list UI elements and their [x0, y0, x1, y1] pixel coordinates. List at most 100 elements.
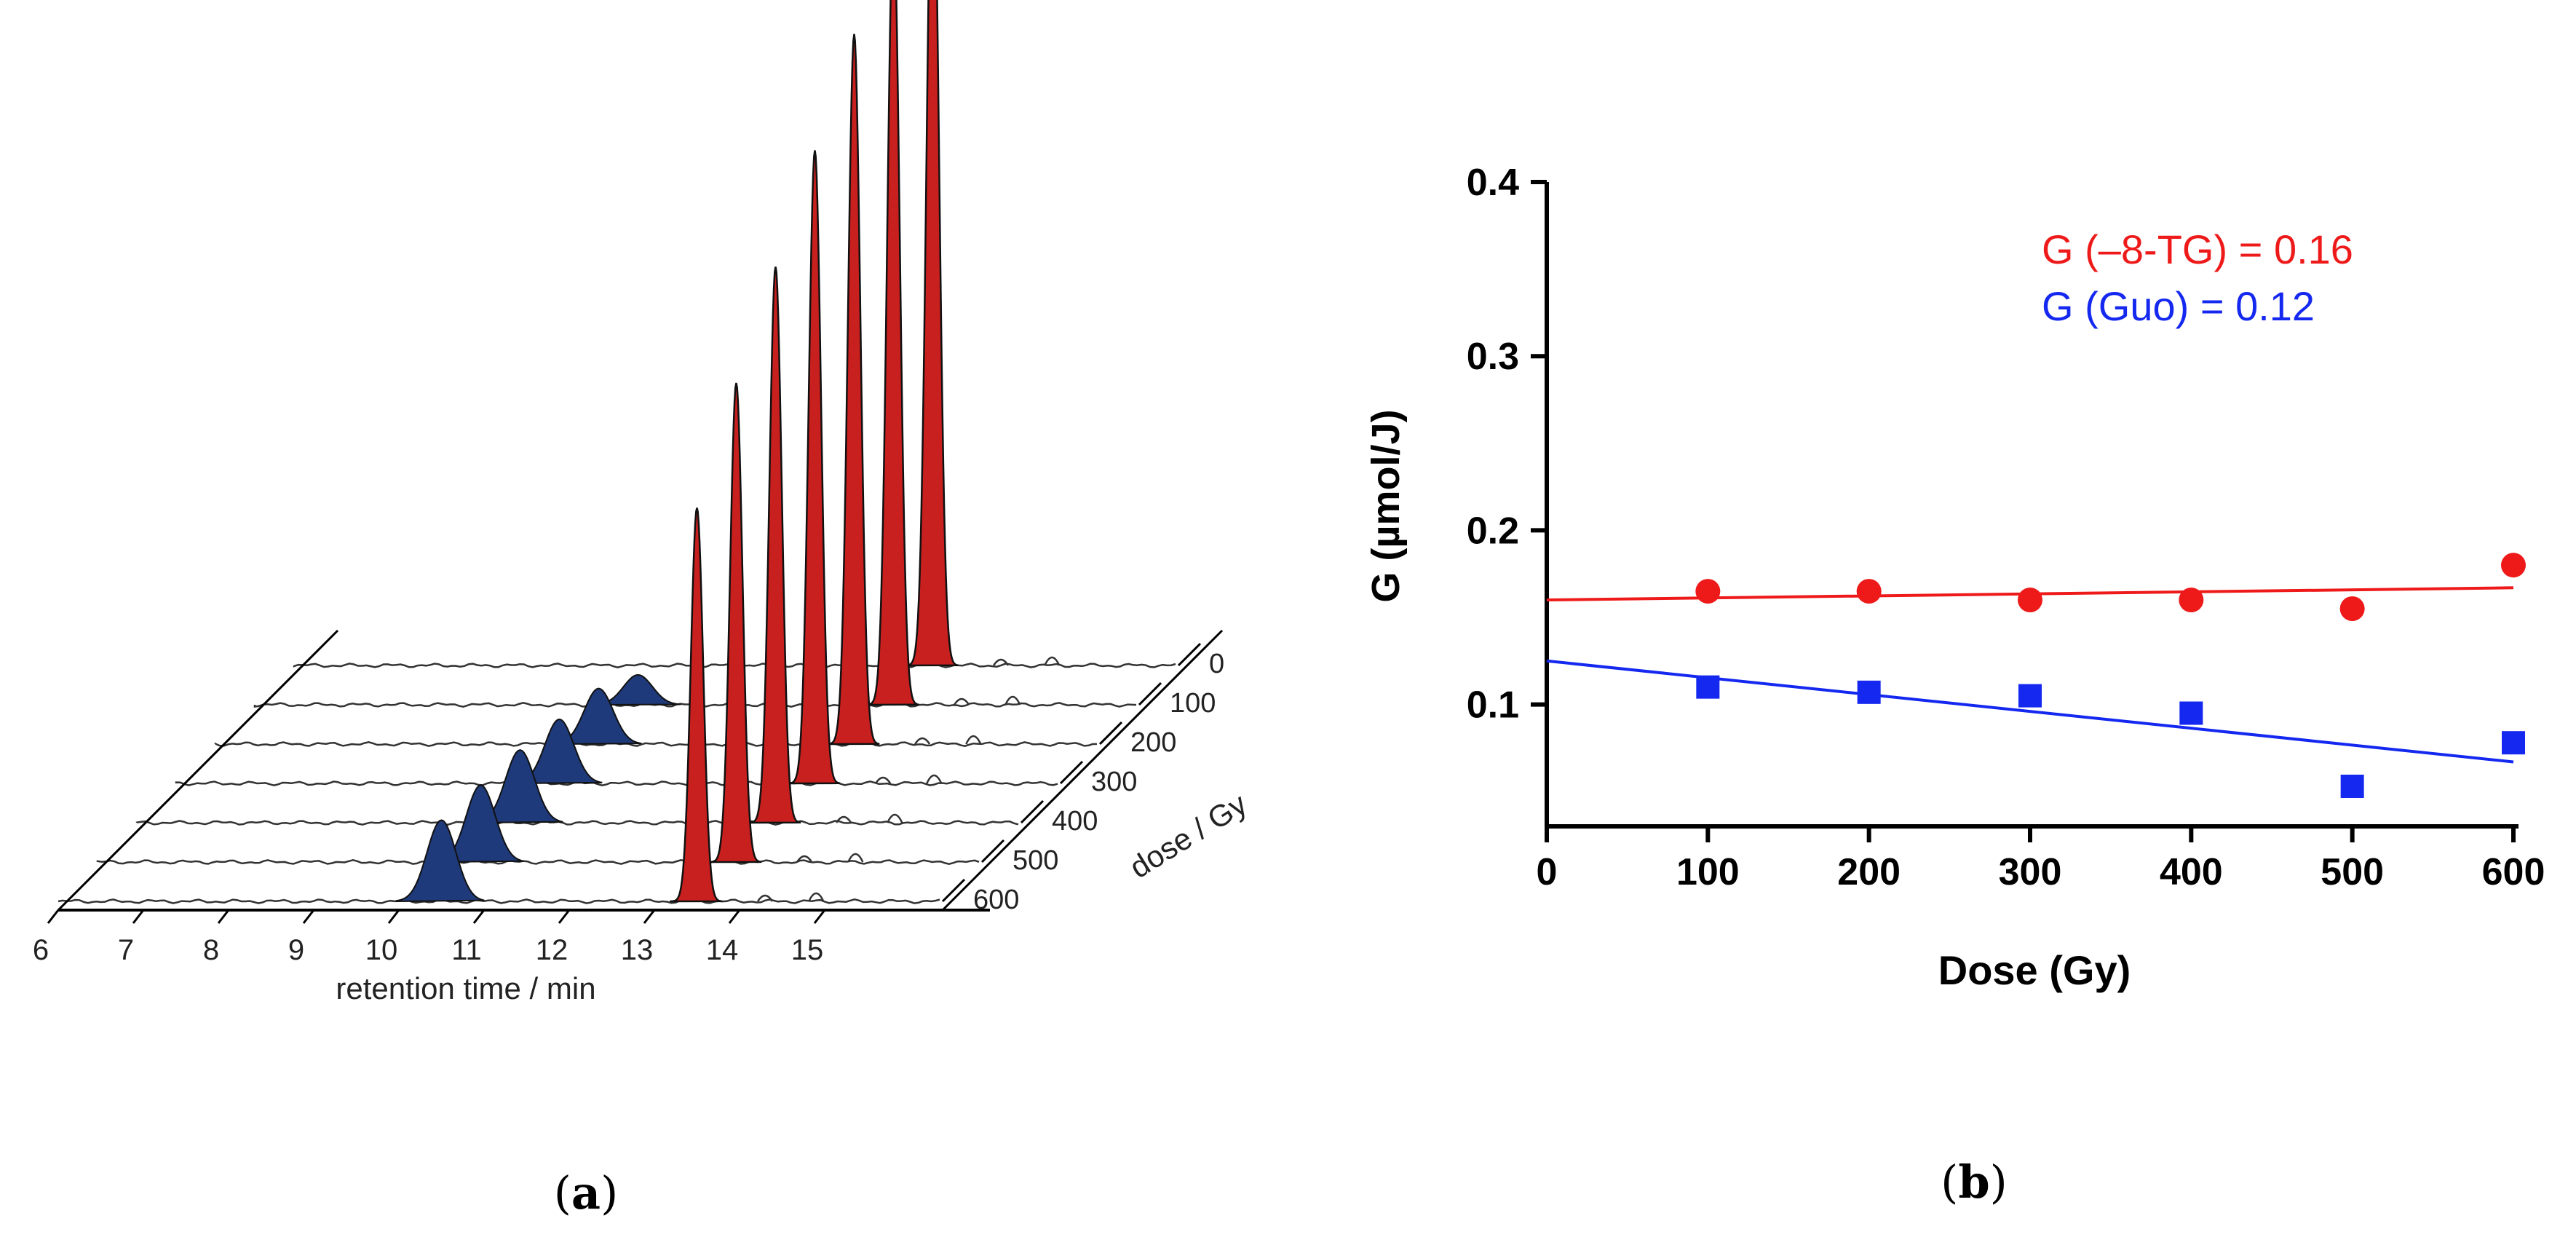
fit-lines	[1546, 586, 2514, 764]
tg-peak	[905, 0, 959, 667]
guo-peak	[395, 819, 485, 903]
x-tick-label: 300	[1999, 851, 2062, 893]
dose-tick-label: 400	[1052, 806, 1098, 837]
x-tick	[643, 909, 656, 924]
x-tick	[387, 909, 400, 924]
dose-tick-label: 500	[1012, 845, 1058, 876]
trace-baseline	[175, 780, 1058, 786]
point-guo	[2018, 684, 2042, 708]
dose-tick	[941, 878, 966, 903]
trace-dose-400	[135, 266, 1019, 826]
dose-tick-label: 300	[1091, 767, 1137, 797]
dose-tick	[1098, 721, 1123, 746]
x-tick-label: 200	[1837, 851, 1901, 893]
x-tick-label: 500	[2321, 851, 2384, 893]
dose-tick	[980, 839, 1005, 863]
x-tick-label: 100	[1676, 851, 1740, 893]
minor-peak	[847, 853, 864, 863]
x-tick-label: 6	[33, 934, 49, 966]
panel-letter-b: b	[1958, 1155, 1989, 1209]
point-tg	[2179, 588, 2204, 613]
minor-peak	[836, 815, 852, 823]
point-guo	[2179, 701, 2203, 725]
y-axis-label: G (µmol/J)	[1364, 409, 1408, 602]
x-tick	[472, 909, 486, 924]
tg-peak	[748, 266, 801, 824]
trace-baseline	[96, 859, 980, 865]
x-tick	[302, 909, 315, 924]
x-tick-label: 14	[706, 934, 739, 966]
minor-peak	[808, 892, 825, 902]
y-tick-label: 0.3	[1467, 336, 1519, 378]
minor-peak	[1004, 695, 1021, 706]
legend-tg: G (–8-TG) = 0.16	[2042, 226, 2353, 272]
point-tg	[2018, 588, 2042, 613]
x-tick	[728, 909, 741, 924]
legend-guo: G (Guo) = 0.12	[2042, 283, 2315, 329]
trace-dose-200	[214, 33, 1098, 747]
minor-peak	[1044, 656, 1061, 666]
tg-peak	[788, 150, 841, 785]
y-tick-label: 0.1	[1467, 684, 1519, 727]
minor-peak	[875, 776, 892, 784]
panel-label-b: (b)	[1941, 1155, 2008, 1209]
x-tick	[47, 909, 60, 924]
tg-peak	[827, 33, 880, 746]
point-tg	[1695, 579, 1721, 604]
tg-peak	[866, 0, 919, 706]
x-tick-label: 600	[2482, 851, 2545, 893]
minor-peak	[993, 658, 1010, 666]
dose-tick	[1177, 642, 1202, 667]
minor-peak	[954, 697, 970, 706]
x-axis-ticks: 0 100 200 300 400 500 600	[1537, 826, 2545, 893]
dose-axis-label: dose / Gy	[1124, 786, 1253, 885]
x-tick	[217, 909, 230, 924]
tg-peak	[709, 382, 762, 863]
point-tg	[2501, 553, 2526, 578]
dose-tick-labels: 0 100 200 300 400 500 600	[941, 642, 1224, 915]
retention-time-axis-label: retention time / min	[336, 971, 595, 1005]
point-tg	[1856, 579, 1882, 604]
scatter-panel: 0.1 0.2 0.3 0.4 0 100 200 300 400 500 600 Dose (G…	[1364, 162, 2545, 1209]
x-tick	[813, 909, 826, 924]
trace-dose-300	[175, 150, 1058, 786]
dose-tick	[1020, 799, 1045, 824]
x-tick-label: 7	[118, 934, 134, 966]
trace-dose-500	[96, 382, 980, 865]
minor-peak	[887, 813, 903, 823]
x-tick-label: 400	[2160, 851, 2223, 893]
dose-tick-label: 200	[1130, 727, 1176, 758]
y-axis-ticks: 0.1 0.2 0.3 0.4	[1467, 162, 1547, 727]
trace-dose-600	[58, 507, 940, 904]
trace-baseline	[214, 741, 1098, 747]
tg-peak	[670, 507, 723, 903]
x-tick-label: 10	[365, 934, 398, 966]
x-tick	[132, 909, 145, 924]
chromatogram-panel: 6 7 8 9 10 11 12 13 14 15 0 100 200 300 400 500 600 ret…	[33, 0, 1253, 1220]
x-tick-label: 0	[1537, 851, 1558, 893]
minor-peak	[757, 894, 774, 902]
x-tick-label: 15	[791, 934, 824, 966]
point-guo	[1696, 675, 1720, 699]
fit-line-1	[1546, 659, 2514, 764]
chromatogram-traces	[57, 0, 1224, 912]
retention-time-axis: 6 7 8 9 10 11 12 13 14 15	[33, 909, 990, 966]
data-points	[1695, 553, 2526, 798]
dose-tick	[1059, 760, 1084, 785]
depth-axis	[57, 629, 339, 912]
panel-letter-a: a	[571, 1166, 601, 1220]
y-tick-label: 0.2	[1467, 510, 1519, 552]
x-tick-label: 13	[621, 934, 654, 966]
point-guo	[2340, 774, 2364, 798]
dose-tick-label: 600	[973, 885, 1019, 915]
minor-peak	[926, 774, 943, 784]
panel-label-a: (a)	[554, 1166, 619, 1220]
depth-axis-right	[941, 629, 1224, 912]
minor-peak	[796, 855, 813, 863]
trace-baseline	[58, 898, 940, 904]
dose-tick	[1138, 681, 1162, 706]
x-tick-label: 8	[203, 934, 219, 966]
minor-peak	[914, 737, 931, 745]
point-guo	[1857, 680, 1881, 704]
